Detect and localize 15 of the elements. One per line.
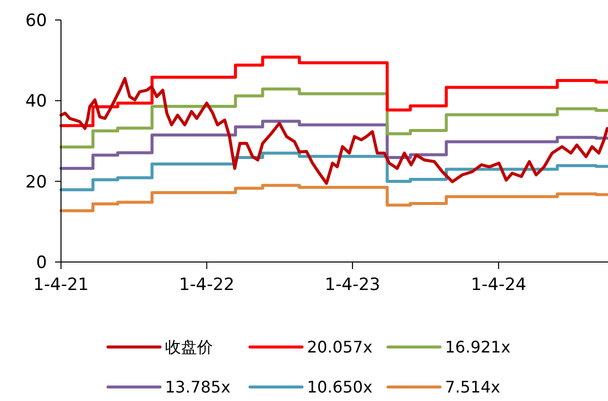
legend-label: 收盘价 xyxy=(165,338,213,357)
y-tick-label: 0 xyxy=(36,252,47,273)
legend-label: 10.650x xyxy=(307,378,372,397)
x-tick-label: 1-4-24 xyxy=(470,275,526,295)
x-tick-label: 1-4-23 xyxy=(324,275,380,295)
x-tick-label: 1-4-21 xyxy=(33,275,89,295)
line-series xyxy=(60,76,608,185)
legend-label: 13.785x xyxy=(165,378,230,397)
x-tick-label: 1-4-22 xyxy=(178,275,235,295)
legend-label: 20.057x xyxy=(307,338,372,357)
legend-label: 7.514x xyxy=(445,378,500,397)
y-tick-label: 60 xyxy=(25,10,47,31)
y-tick-label: 40 xyxy=(25,92,47,112)
y-tick-label: 20 xyxy=(25,172,47,192)
legend-label: 16.921x xyxy=(445,338,510,357)
